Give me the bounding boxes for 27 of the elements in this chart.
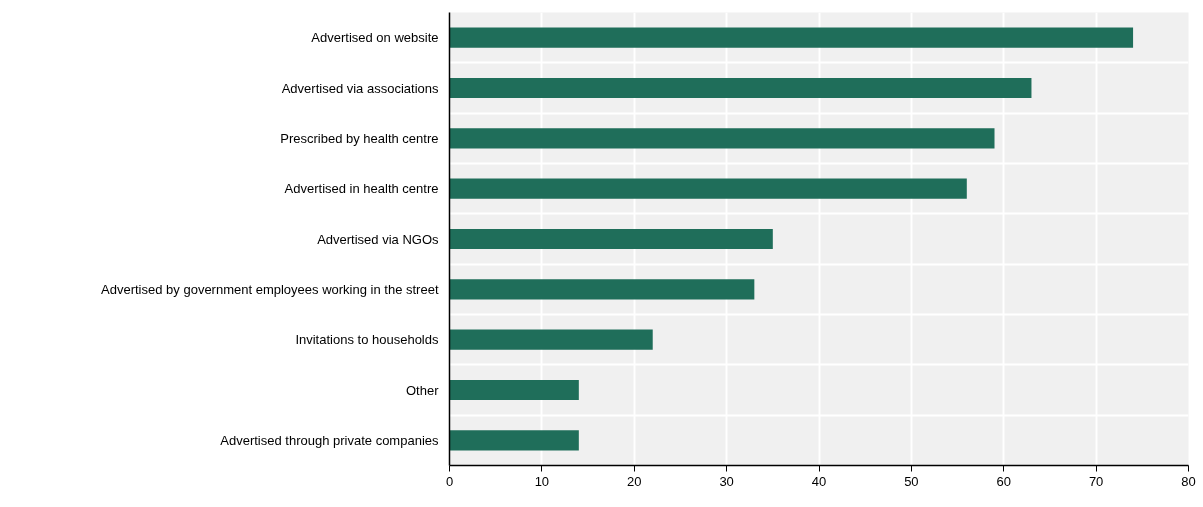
- x-tick-label: 0: [445, 473, 454, 489]
- y-tick-label: Advertised via NGOs: [317, 231, 439, 247]
- bar: [449, 329, 653, 350]
- x-tick-label: 20: [627, 473, 642, 489]
- x-tick-label: 80: [1181, 473, 1196, 489]
- y-tick-label: Advertised via associations: [281, 80, 439, 96]
- y-tick-label: Advertised by government employees working in the street: [101, 281, 439, 297]
- y-tick-label: Prescribed by health centre: [280, 130, 439, 146]
- bar: [449, 379, 579, 401]
- y-tick-label: Advertised in health centre: [284, 181, 439, 197]
- y-tick-label: Invitations to households: [295, 332, 439, 348]
- y-tick-label: Advertised on website: [311, 30, 439, 46]
- bar: [449, 27, 1134, 48]
- bar: [449, 228, 773, 250]
- bar: [449, 178, 967, 199]
- x-tick-label: 40: [811, 473, 827, 489]
- x-tick-label: 30: [719, 473, 734, 489]
- x-tick-label: 70: [1088, 473, 1104, 489]
- x-tick-label: 60: [996, 473, 1011, 489]
- y-tick-label: Advertised through private companies: [220, 432, 439, 448]
- bar: [449, 279, 755, 300]
- x-tick-label: 50: [904, 473, 919, 489]
- y-tick-label: Other: [405, 382, 440, 398]
- bar: [449, 77, 1032, 99]
- x-tick-label: 10: [534, 473, 550, 489]
- bar: [449, 430, 579, 451]
- bar: [449, 128, 995, 149]
